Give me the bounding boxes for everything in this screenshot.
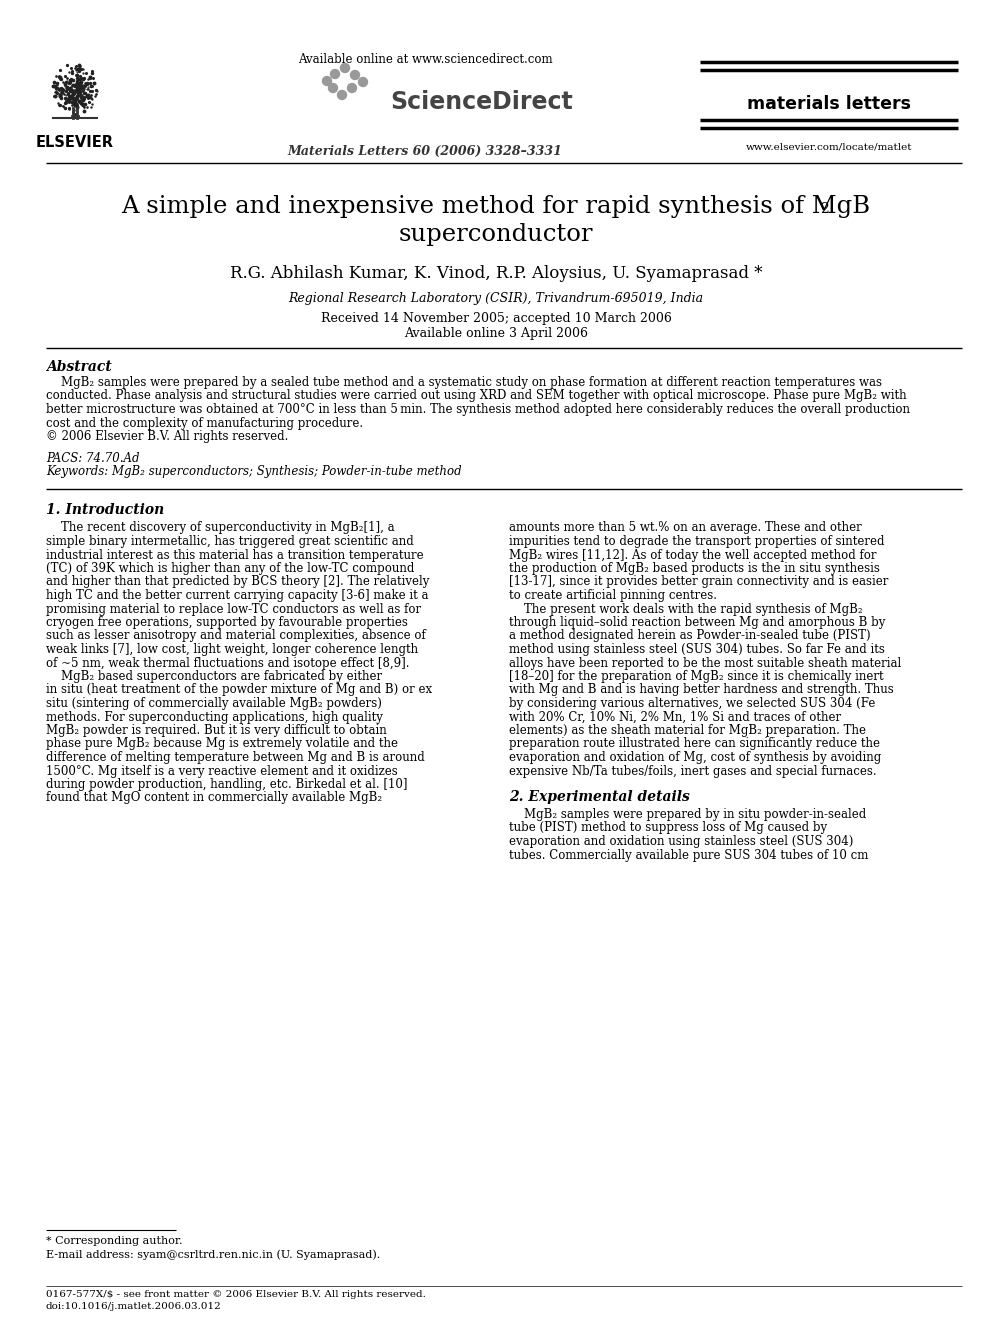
Circle shape [337, 90, 346, 99]
Text: MgB₂ based superconductors are fabricated by either: MgB₂ based superconductors are fabricate… [46, 669, 382, 683]
Text: evaporation and oxidation using stainless steel (SUS 304): evaporation and oxidation using stainles… [509, 835, 853, 848]
Text: tubes. Commercially available pure SUS 304 tubes of 10 cm: tubes. Commercially available pure SUS 3… [509, 848, 868, 861]
Text: impurities tend to degrade the transport properties of sintered: impurities tend to degrade the transport… [509, 534, 885, 548]
Text: R.G. Abhilash Kumar, K. Vinod, R.P. Aloysius, U. Syamaprasad *: R.G. Abhilash Kumar, K. Vinod, R.P. Aloy… [230, 265, 762, 282]
Text: with 20% Cr, 10% Ni, 2% Mn, 1% Si and traces of other: with 20% Cr, 10% Ni, 2% Mn, 1% Si and tr… [509, 710, 841, 724]
Text: alloys have been reported to be the most suitable sheath material: alloys have been reported to be the most… [509, 656, 902, 669]
Text: 1500°C. Mg itself is a very reactive element and it oxidizes: 1500°C. Mg itself is a very reactive ele… [46, 765, 398, 778]
Text: [13-17], since it provides better grain connectivity and is easier: [13-17], since it provides better grain … [509, 576, 889, 589]
Text: * Corresponding author.: * Corresponding author. [46, 1236, 183, 1246]
Text: Keywords: MgB₂ superconductors; Synthesis; Powder-in-tube method: Keywords: MgB₂ superconductors; Synthesi… [46, 464, 461, 478]
Circle shape [358, 78, 367, 86]
Text: MgB₂ samples were prepared by a sealed tube method and a systematic study on pha: MgB₂ samples were prepared by a sealed t… [46, 376, 882, 389]
Text: MgB₂ samples were prepared by in situ powder-in-sealed: MgB₂ samples were prepared by in situ po… [509, 808, 866, 822]
Text: superconductor: superconductor [399, 224, 593, 246]
Text: found that MgO content in commercially available MgB₂: found that MgO content in commercially a… [46, 791, 382, 804]
Text: in situ (heat treatment of the powder mixture of Mg and B) or ex: in situ (heat treatment of the powder mi… [46, 684, 433, 696]
Text: cost and the complexity of manufacturing procedure.: cost and the complexity of manufacturing… [46, 417, 363, 430]
Text: Received 14 November 2005; accepted 10 March 2006: Received 14 November 2005; accepted 10 M… [320, 312, 672, 325]
Text: Available online 3 April 2006: Available online 3 April 2006 [404, 327, 588, 340]
Circle shape [330, 70, 339, 78]
Text: elements) as the sheath material for MgB₂ preparation. The: elements) as the sheath material for MgB… [509, 724, 866, 737]
Text: by considering various alternatives, we selected SUS 304 (Fe: by considering various alternatives, we … [509, 697, 875, 710]
Circle shape [340, 64, 349, 73]
Text: MgB₂ wires [11,12]. As of today the well accepted method for: MgB₂ wires [11,12]. As of today the well… [509, 549, 877, 561]
Text: materials letters: materials letters [747, 95, 911, 112]
Text: PACS: 74.70.Ad: PACS: 74.70.Ad [46, 451, 140, 464]
Text: better microstructure was obtained at 700°C in less than 5 min. The synthesis me: better microstructure was obtained at 70… [46, 404, 910, 415]
Text: conducted. Phase analysis and structural studies were carried out using XRD and : conducted. Phase analysis and structural… [46, 389, 907, 402]
Text: evaporation and oxidation of Mg, cost of synthesis by avoiding: evaporation and oxidation of Mg, cost of… [509, 751, 881, 763]
Text: E-mail address: syam@csrltrd.ren.nic.in (U. Syamaprasad).: E-mail address: syam@csrltrd.ren.nic.in … [46, 1249, 380, 1259]
Text: doi:10.1016/j.matlet.2006.03.012: doi:10.1016/j.matlet.2006.03.012 [46, 1302, 222, 1311]
Text: to create artificial pinning centres.: to create artificial pinning centres. [509, 589, 717, 602]
Text: promising material to replace low-TC conductors as well as for: promising material to replace low-TC con… [46, 602, 422, 615]
Text: of ~5 nm, weak thermal fluctuations and isotope effect [8,9].: of ~5 nm, weak thermal fluctuations and … [46, 656, 410, 669]
Text: (TC) of 39K which is higher than any of the low-TC compound: (TC) of 39K which is higher than any of … [46, 562, 415, 576]
Text: amounts more than 5 wt.% on an average. These and other: amounts more than 5 wt.% on an average. … [509, 521, 862, 534]
Text: www.elsevier.com/locate/matlet: www.elsevier.com/locate/matlet [746, 143, 913, 152]
Text: difference of melting temperature between Mg and B is around: difference of melting temperature betwee… [46, 751, 425, 763]
Text: weak links [7], low cost, light weight, longer coherence length: weak links [7], low cost, light weight, … [46, 643, 418, 656]
Text: method using stainless steel (SUS 304) tubes. So far Fe and its: method using stainless steel (SUS 304) t… [509, 643, 885, 656]
Text: tube (PIST) method to suppress loss of Mg caused by: tube (PIST) method to suppress loss of M… [509, 822, 827, 835]
Text: 2: 2 [820, 202, 828, 216]
Text: The recent discovery of superconductivity in MgB₂[1], a: The recent discovery of superconductivit… [46, 521, 395, 534]
Text: 0167-577X/$ - see front matter © 2006 Elsevier B.V. All rights reserved.: 0167-577X/$ - see front matter © 2006 El… [46, 1290, 426, 1299]
Text: methods. For superconducting applications, high quality: methods. For superconducting application… [46, 710, 383, 724]
Text: Materials Letters 60 (2006) 3328–3331: Materials Letters 60 (2006) 3328–3331 [288, 146, 562, 157]
Circle shape [347, 83, 356, 93]
Text: © 2006 Elsevier B.V. All rights reserved.: © 2006 Elsevier B.V. All rights reserved… [46, 430, 289, 443]
Text: Regional Research Laboratory (CSIR), Trivandrum-695019, India: Regional Research Laboratory (CSIR), Tri… [289, 292, 703, 306]
Circle shape [322, 77, 331, 86]
Text: with Mg and B and is having better hardness and strength. Thus: with Mg and B and is having better hardn… [509, 684, 894, 696]
Text: during powder production, handling, etc. Birkedal et al. [10]: during powder production, handling, etc.… [46, 778, 408, 791]
Text: ScienceDirect: ScienceDirect [390, 90, 572, 114]
Text: preparation route illustrated here can significantly reduce the: preparation route illustrated here can s… [509, 737, 880, 750]
Text: 1. Introduction: 1. Introduction [46, 504, 165, 517]
Circle shape [350, 70, 359, 79]
Text: A simple and inexpensive method for rapid synthesis of MgB: A simple and inexpensive method for rapi… [121, 194, 871, 218]
Text: 2. Experimental details: 2. Experimental details [509, 790, 689, 804]
Text: [18–20] for the preparation of MgB₂ since it is chemically inert: [18–20] for the preparation of MgB₂ sinc… [509, 669, 884, 683]
Circle shape [328, 83, 337, 93]
Text: ELSEVIER: ELSEVIER [36, 135, 114, 149]
Text: the production of MgB₂ based products is the in situ synthesis: the production of MgB₂ based products is… [509, 562, 880, 576]
Text: through liquid–solid reaction between Mg and amorphous B by: through liquid–solid reaction between Mg… [509, 617, 886, 628]
Text: such as lesser anisotropy and material complexities, absence of: such as lesser anisotropy and material c… [46, 630, 426, 643]
Text: Abstract: Abstract [46, 360, 112, 374]
Text: The present work deals with the rapid synthesis of MgB₂: The present work deals with the rapid sy… [509, 602, 863, 615]
Text: MgB₂ powder is required. But it is very difficult to obtain: MgB₂ powder is required. But it is very … [46, 724, 387, 737]
Text: Available online at www.sciencedirect.com: Available online at www.sciencedirect.co… [298, 53, 553, 66]
Text: expensive Nb/Ta tubes/foils, inert gases and special furnaces.: expensive Nb/Ta tubes/foils, inert gases… [509, 765, 877, 778]
Text: and higher than that predicted by BCS theory [2]. The relatively: and higher than that predicted by BCS th… [46, 576, 430, 589]
Text: industrial interest as this material has a transition temperature: industrial interest as this material has… [46, 549, 424, 561]
Text: situ (sintering of commercially available MgB₂ powders): situ (sintering of commercially availabl… [46, 697, 382, 710]
Text: phase pure MgB₂ because Mg is extremely volatile and the: phase pure MgB₂ because Mg is extremely … [46, 737, 398, 750]
Text: a method designated herein as Powder-in-sealed tube (PIST): a method designated herein as Powder-in-… [509, 630, 871, 643]
Text: simple binary intermetallic, has triggered great scientific and: simple binary intermetallic, has trigger… [46, 534, 414, 548]
Text: high TC and the better current carrying capacity [3-6] make it a: high TC and the better current carrying … [46, 589, 429, 602]
Text: cryogen free operations, supported by favourable properties: cryogen free operations, supported by fa… [46, 617, 408, 628]
